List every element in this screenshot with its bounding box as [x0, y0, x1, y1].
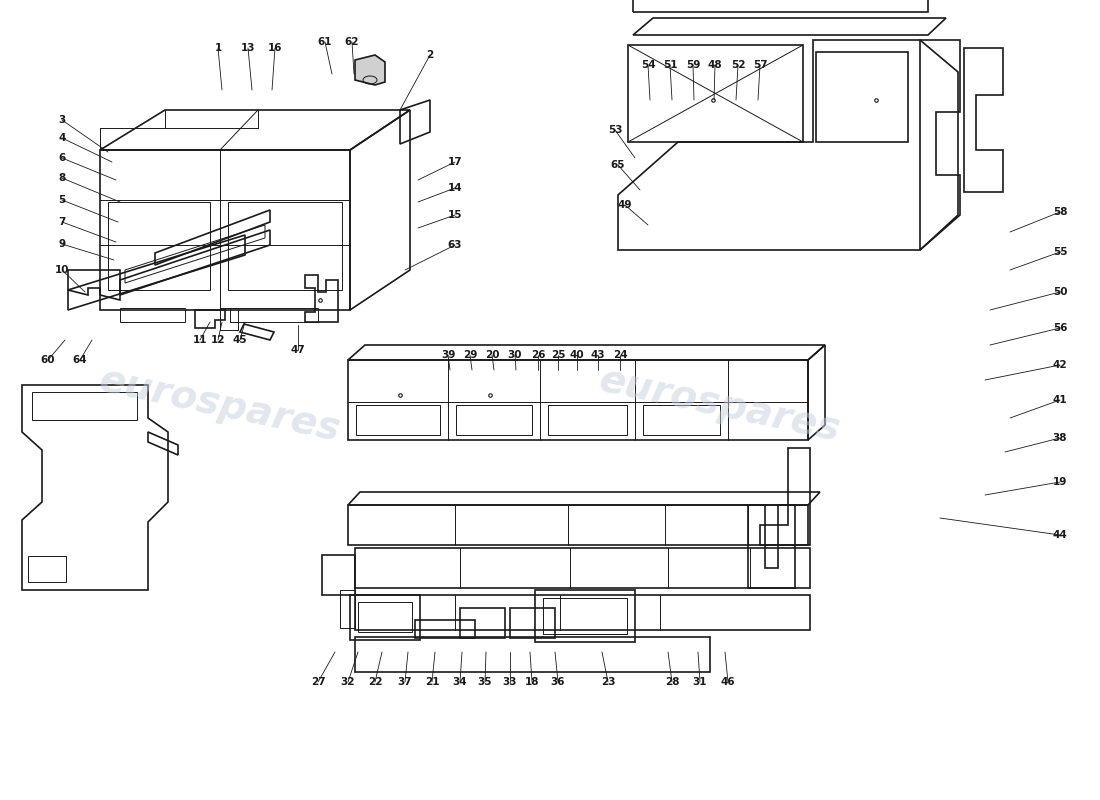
Text: 5: 5	[58, 195, 66, 205]
Text: 59: 59	[685, 60, 701, 70]
Text: 64: 64	[73, 355, 87, 365]
Text: 49: 49	[618, 200, 632, 210]
Text: 1: 1	[214, 43, 221, 53]
Text: 65: 65	[610, 160, 625, 170]
Bar	[816, 52, 908, 142]
Text: 47: 47	[290, 345, 306, 355]
Text: 48: 48	[707, 60, 723, 70]
Text: 33: 33	[503, 677, 517, 687]
Bar	[415, 620, 475, 638]
Text: 39: 39	[441, 350, 455, 360]
Text: 45: 45	[233, 335, 248, 345]
Text: 14: 14	[448, 183, 462, 193]
Bar	[28, 556, 66, 582]
Bar	[548, 405, 627, 435]
Text: 29: 29	[463, 350, 477, 360]
Text: 34: 34	[453, 677, 468, 687]
Text: 61: 61	[318, 37, 332, 47]
Text: 12: 12	[211, 335, 226, 345]
Text: 25: 25	[551, 350, 565, 360]
Text: 58: 58	[1053, 207, 1067, 217]
Text: 20: 20	[485, 350, 499, 360]
Text: 56: 56	[1053, 323, 1067, 333]
Text: 4: 4	[58, 133, 66, 143]
Text: 28: 28	[664, 677, 680, 687]
Bar	[355, 637, 710, 672]
Text: 21: 21	[425, 677, 439, 687]
Bar	[510, 608, 556, 638]
Text: 15: 15	[448, 210, 462, 220]
Text: 10: 10	[55, 265, 69, 275]
Text: 53: 53	[607, 125, 623, 135]
Text: 8: 8	[58, 173, 66, 183]
Text: 51: 51	[662, 60, 678, 70]
Text: 43: 43	[591, 350, 605, 360]
Text: 54: 54	[640, 60, 656, 70]
Text: 6: 6	[58, 153, 66, 163]
Text: 46: 46	[720, 677, 735, 687]
Text: 16: 16	[267, 43, 283, 53]
Text: 35: 35	[477, 677, 493, 687]
Text: 55: 55	[1053, 247, 1067, 257]
Text: 41: 41	[1053, 395, 1067, 405]
Text: 63: 63	[448, 240, 462, 250]
Text: 60: 60	[41, 355, 55, 365]
Text: 40: 40	[570, 350, 584, 360]
Text: 11: 11	[192, 335, 207, 345]
Text: 17: 17	[448, 157, 462, 167]
Bar	[355, 595, 810, 630]
Bar	[632, 0, 928, 12]
Text: 19: 19	[1053, 477, 1067, 487]
Text: 7: 7	[58, 217, 66, 227]
Text: 30: 30	[508, 350, 522, 360]
Text: 22: 22	[367, 677, 383, 687]
Text: 23: 23	[601, 677, 615, 687]
Text: 31: 31	[693, 677, 707, 687]
Bar	[644, 405, 721, 435]
Text: eurospares: eurospares	[96, 361, 344, 449]
Text: 57: 57	[752, 60, 768, 70]
Text: 42: 42	[1053, 360, 1067, 370]
Text: 50: 50	[1053, 287, 1067, 297]
Text: 26: 26	[530, 350, 546, 360]
Text: 37: 37	[398, 677, 412, 687]
Text: 13: 13	[241, 43, 255, 53]
Text: eurospares: eurospares	[596, 361, 844, 449]
Text: 18: 18	[525, 677, 539, 687]
Text: 36: 36	[551, 677, 565, 687]
Text: 52: 52	[730, 60, 746, 70]
Text: 62: 62	[344, 37, 360, 47]
Text: 32: 32	[341, 677, 355, 687]
Bar	[32, 392, 138, 420]
Text: 27: 27	[310, 677, 326, 687]
Bar	[460, 608, 505, 638]
Polygon shape	[355, 55, 385, 85]
Text: 3: 3	[58, 115, 66, 125]
Text: 44: 44	[1053, 530, 1067, 540]
Text: 38: 38	[1053, 433, 1067, 443]
Bar	[356, 405, 440, 435]
Text: 24: 24	[613, 350, 627, 360]
Text: 2: 2	[427, 50, 433, 60]
Text: 9: 9	[58, 239, 66, 249]
Bar	[456, 405, 532, 435]
